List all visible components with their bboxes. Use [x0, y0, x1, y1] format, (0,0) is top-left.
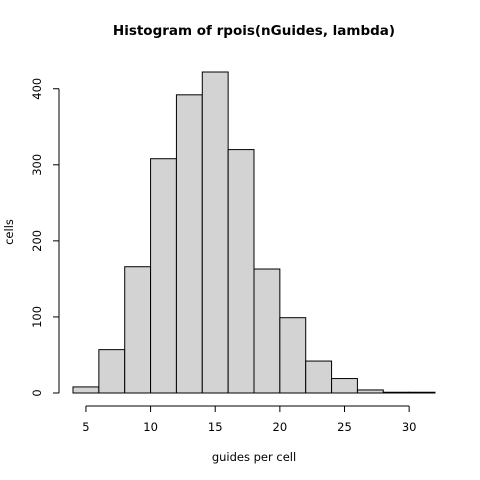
x-axis: 5 10 15 20 25 30 — [82, 405, 417, 434]
histogram-bar — [201, 71, 229, 394]
histogram-bar — [175, 94, 203, 394]
y-tick-label: 300 — [30, 154, 44, 176]
histogram-bar — [279, 317, 307, 394]
x-tick-label: 20 — [273, 420, 288, 434]
histogram-bar — [331, 378, 358, 394]
chart-title: Histogram of rpois(nGuides, lambda) — [113, 23, 395, 39]
y-tick-label: 400 — [30, 78, 44, 100]
histogram-bar — [382, 391, 410, 394]
y-tick-label: 100 — [30, 306, 44, 328]
histogram-bar — [72, 386, 100, 394]
histogram-bar — [98, 349, 126, 394]
y-axis-label: cells — [2, 219, 16, 245]
histogram-bar — [124, 266, 152, 394]
x-tick-label: 30 — [402, 420, 417, 434]
histogram-bar — [253, 268, 281, 394]
x-tick-label: 25 — [337, 420, 352, 434]
histogram-bar — [356, 389, 384, 394]
x-tick-label: 15 — [208, 420, 223, 434]
histogram-bar — [408, 391, 436, 394]
x-axis-label: guides per cell — [212, 450, 296, 464]
y-tick-label: 0 — [30, 389, 44, 396]
histogram-bar — [305, 360, 333, 394]
histogram-bar — [227, 149, 255, 394]
histogram-bar — [150, 158, 177, 394]
x-tick-label: 10 — [143, 420, 158, 434]
bars-group — [72, 71, 436, 394]
y-tick-label: 200 — [30, 230, 44, 252]
x-tick-label: 5 — [82, 420, 89, 434]
y-axis: 0 100 200 300 400 — [30, 78, 60, 397]
